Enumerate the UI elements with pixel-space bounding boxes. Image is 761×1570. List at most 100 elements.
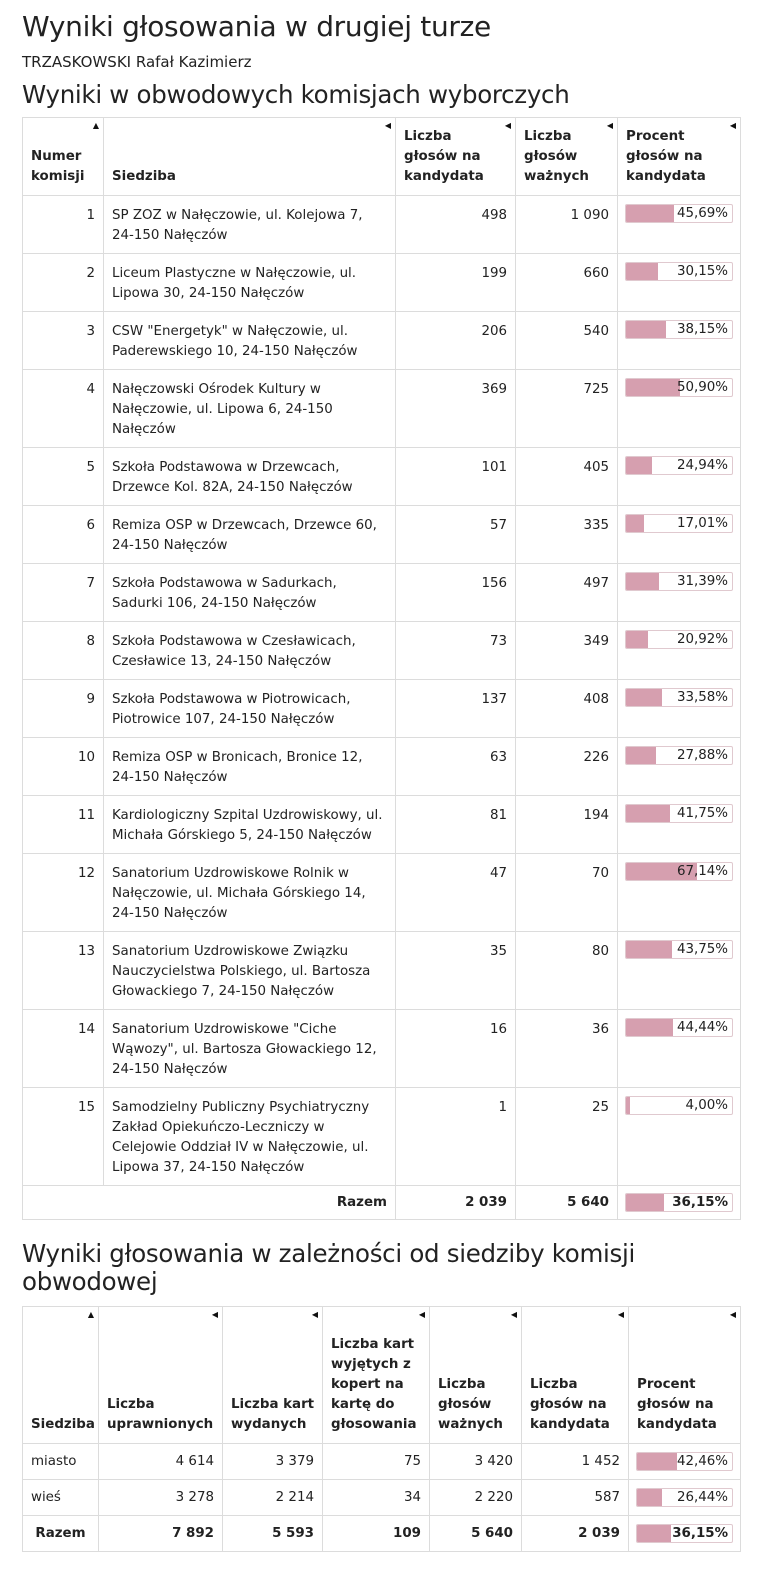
cell-numer: 6 <box>22 505 104 564</box>
percent-label: 27,88% <box>676 748 728 763</box>
cell-wazne: 335 <box>515 505 618 564</box>
sort-icon[interactable]: ◀ <box>311 1310 318 1319</box>
percent-cell: 31,39% <box>617 563 741 622</box>
percent-bar-fill <box>626 941 673 958</box>
percent-cell: 27,88% <box>617 737 741 796</box>
percent-cell: 42,46% <box>628 1443 741 1480</box>
cell-glosy: 587 <box>521 1479 629 1516</box>
percent-bar: 43,75% <box>625 940 733 959</box>
sort-asc-icon[interactable]: ▲ <box>87 1310 94 1319</box>
sort-icon[interactable]: ◀ <box>211 1310 218 1319</box>
commissions-table: ▲ Numer komisji ◀ Siedziba ◀ Liczba głosów … <box>22 117 741 1220</box>
percent-cell: 33,58% <box>617 679 741 738</box>
percent-cell: 41,75% <box>617 795 741 854</box>
cell-glosy: 73 <box>395 621 516 680</box>
cell-siedziba: wieś <box>22 1479 99 1516</box>
col-header-koperty[interactable]: ◀ Liczba kart wyjętych z kopert na kartę … <box>322 1306 430 1444</box>
percent-label: 20,92% <box>676 632 728 647</box>
cell-wydane: 2 214 <box>222 1479 323 1516</box>
total-koperty: 109 <box>322 1515 430 1552</box>
table-row: 10 Remiza OSP w Bronicach, Bronice 12, 24… <box>22 737 741 796</box>
cell-wazne: 25 <box>515 1087 618 1186</box>
table1-header-row: ▲ Numer komisji ◀ Siedziba ◀ Liczba głosów … <box>22 117 741 196</box>
percent-bar-fill <box>626 573 660 590</box>
percent-cell: 26,44% <box>628 1479 741 1516</box>
cell-wazne: 194 <box>515 795 618 854</box>
page-title: Wyniki głosowania w drugiej turze <box>22 10 491 43</box>
table-row: 3 CSW "Energetyk" w Nałęczowie, ul. Pader… <box>22 311 741 370</box>
cell-siedziba: Szkoła Podstawowa w Drzewcach, Drzewce K… <box>103 447 396 506</box>
total-label: Razem <box>22 1515 99 1552</box>
cell-numer: 15 <box>22 1087 104 1186</box>
table-row: 7 Szkoła Podstawowa w Sadurkach, Sadurki … <box>22 563 741 622</box>
col-header-numer[interactable]: ▲ Numer komisji <box>22 117 104 196</box>
col-header-wazne[interactable]: ◀ Liczba głosów ważnych <box>515 117 618 196</box>
percent-cell: 17,01% <box>617 505 741 564</box>
percent-bar: 26,44% <box>636 1488 733 1507</box>
cell-wydane: 3 379 <box>222 1443 323 1480</box>
table-row: 14 Sanatorium Uzdrowiskowe "Ciche Wąwozy"… <box>22 1009 741 1088</box>
cell-uprawnieni: 4 614 <box>98 1443 223 1480</box>
col-header-procent[interactable]: ◀ Procent głosów na kandydata <box>628 1306 741 1444</box>
col-header-siedziba[interactable]: ▲ Siedziba <box>22 1306 99 1444</box>
percent-bar-fill <box>626 689 662 706</box>
sort-icon[interactable]: ◀ <box>606 121 613 130</box>
sort-icon[interactable]: ◀ <box>510 1310 517 1319</box>
cell-siedziba: Remiza OSP w Bronicach, Bronice 12, 24-1… <box>103 737 396 796</box>
cell-siedziba: Sanatorium Uzdrowiskowe Związku Nauczyci… <box>103 931 396 1010</box>
col-header-siedziba[interactable]: ◀ Siedziba <box>103 117 396 196</box>
cell-glosy: 199 <box>395 253 516 312</box>
col-header-wydane[interactable]: ◀ Liczba kart wydanych <box>222 1306 323 1444</box>
cell-wazne: 226 <box>515 737 618 796</box>
cell-numer: 8 <box>22 621 104 680</box>
cell-wazne: 408 <box>515 679 618 738</box>
percent-bar-fill <box>626 515 645 532</box>
percent-bar-fill <box>626 631 649 648</box>
cell-siedziba: Szkoła Podstawowa w Czesławicach, Czesła… <box>103 621 396 680</box>
sort-icon[interactable]: ◀ <box>729 121 736 130</box>
cell-siedziba: Sanatorium Uzdrowiskowe Rolnik w Nałęczo… <box>103 853 396 932</box>
cell-wazne: 660 <box>515 253 618 312</box>
cell-siedziba: Szkoła Podstawowa w Piotrowicach, Piotro… <box>103 679 396 738</box>
sort-icon[interactable]: ◀ <box>617 1310 624 1319</box>
percent-label: 24,94% <box>676 458 728 473</box>
table-row: 8 Szkoła Podstawowa w Czesławicach, Czesł… <box>22 621 741 680</box>
percent-bar: 44,44% <box>625 1018 733 1037</box>
sort-icon[interactable]: ◀ <box>418 1310 425 1319</box>
sort-icon[interactable]: ◀ <box>729 1310 736 1319</box>
col-header-uprawnieni[interactable]: ◀ Liczba uprawnionych <box>98 1306 223 1444</box>
cell-glosy: 81 <box>395 795 516 854</box>
sort-icon[interactable]: ◀ <box>384 121 391 130</box>
col-header-procent[interactable]: ◀ Procent głosów na kandydata <box>617 117 741 196</box>
table-row: 15 Samodzielny Publiczny Psychiatryczny Z… <box>22 1087 741 1186</box>
cell-wazne: 80 <box>515 931 618 1010</box>
cell-glosy: 156 <box>395 563 516 622</box>
table-row: 2 Liceum Plastyczne w Nałęczowie, ul. Lip… <box>22 253 741 312</box>
col-header-wazne[interactable]: ◀ Liczba głosów ważnych <box>429 1306 522 1444</box>
cell-uprawnieni: 3 278 <box>98 1479 223 1516</box>
percent-cell: 50,90% <box>617 369 741 448</box>
table2-header-row: ▲ Siedziba ◀ Liczba uprawnionych ◀ Liczba k… <box>22 1306 741 1444</box>
sort-asc-icon[interactable]: ▲ <box>92 121 99 130</box>
cell-glosy: 206 <box>395 311 516 370</box>
cell-numer: 4 <box>22 369 104 448</box>
percent-bar-fill <box>626 1097 631 1114</box>
percent-bar: 38,15% <box>625 320 733 339</box>
col-header-glosy[interactable]: ◀ Liczba głosów na kandydata <box>395 117 516 196</box>
percent-cell: 24,94% <box>617 447 741 506</box>
cell-wazne: 70 <box>515 853 618 932</box>
percent-bar: 42,46% <box>636 1452 733 1471</box>
cell-koperty: 75 <box>322 1443 430 1480</box>
percent-cell: 45,69% <box>617 195 741 254</box>
cell-siedziba: CSW "Energetyk" w Nałęczowie, ul. Padere… <box>103 311 396 370</box>
percent-label: 17,01% <box>676 516 728 531</box>
col-header-glosy[interactable]: ◀ Liczba głosów na kandydata <box>521 1306 629 1444</box>
percent-label: 26,44% <box>676 1490 728 1505</box>
sort-icon[interactable]: ◀ <box>504 121 511 130</box>
table1-total-row: Razem 2 039 5 640 36,15% <box>22 1185 741 1220</box>
cell-glosy: 16 <box>395 1009 516 1088</box>
cell-glosy: 63 <box>395 737 516 796</box>
percent-bar-fill <box>637 1489 663 1506</box>
cell-glosy: 35 <box>395 931 516 1010</box>
